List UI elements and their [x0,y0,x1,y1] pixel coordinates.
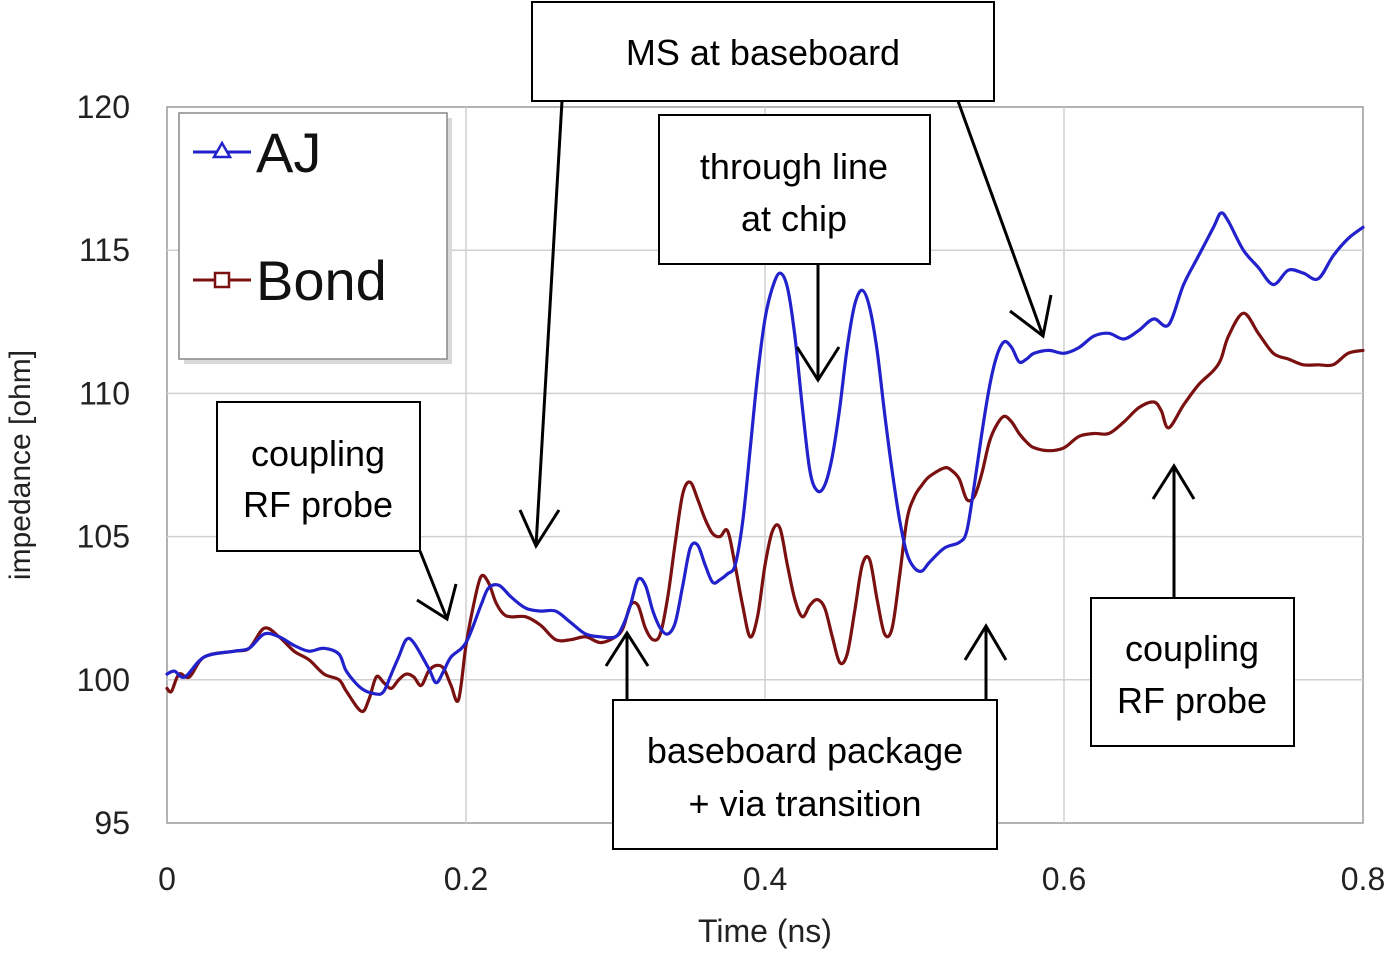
x-tick-label: 0.2 [444,861,488,897]
annotation-coupling-right-line1: coupling [1125,628,1259,669]
y-tick-label: 105 [77,519,130,555]
x-tick-label: 0.6 [1042,861,1086,897]
x-tick-label: 0 [158,861,176,897]
annotation-arrows [416,100,1196,700]
arrowhead-chip [795,346,841,383]
annotation-through-line-line2: at chip [741,198,847,239]
legend-label-bond: Bond [256,249,387,312]
arrow-coupling-left [418,550,449,620]
annotation-baseboard-package: baseboard package + via transition [612,699,998,850]
tick-labels: 0 0.2 0.4 0.6 0.8 95 100 105 110 115 120 [77,89,1386,897]
arrowhead-ms-left [518,509,561,550]
y-tick-label: 110 [79,375,130,411]
arrow-ms-right [956,100,1045,337]
legend-item-aj: AJ [193,121,321,184]
legend: AJ Bond [178,112,452,364]
arrowhead-package-left [604,630,650,667]
y-tick-label: 120 [77,89,130,125]
x-tick-label: 0.4 [743,861,787,897]
annotation-ms-baseboard: MS at baseboard [531,1,995,102]
x-axis-label: Time (ns) [698,913,832,949]
annotation-through-line-line1: through line [700,146,888,187]
arrow-ms-left [534,100,564,547]
annotation-through-line: through line at chip [658,114,931,265]
arrowhead-coupling-left [416,583,458,622]
legend-marker-triangle [211,140,233,159]
annotation-baseboard-package-line2: + via transition [688,783,921,824]
series-layer [165,211,1365,714]
y-tick-label: 115 [79,232,130,268]
series-line-aj [165,211,1365,696]
arrowhead-package-right [963,623,1008,661]
legend-marker-square [213,271,231,289]
annotation-baseboard-package-line1: baseboard package [647,730,963,771]
annotation-coupling-right-line2: RF probe [1117,680,1267,721]
annotation-coupling-left: coupling RF probe [216,401,421,552]
arrowhead-ms-right [1009,294,1053,339]
series-line-bond [165,311,1365,714]
legend-label-aj: AJ [256,121,321,184]
annotation-coupling-right: coupling RF probe [1090,597,1295,747]
annotation-ms-baseboard-text: MS at baseboard [626,32,900,73]
y-axis-label: impedance [ohm] [4,350,37,580]
annotation-coupling-left-line2: RF probe [243,484,393,525]
x-tick-label: 0.8 [1341,861,1385,897]
y-tick-label: 95 [94,805,130,841]
y-tick-label: 100 [77,662,130,698]
arrowhead-coupling-right [1151,463,1196,500]
legend-item-bond: Bond [193,249,387,312]
annotation-coupling-left-line1: coupling [251,433,385,474]
